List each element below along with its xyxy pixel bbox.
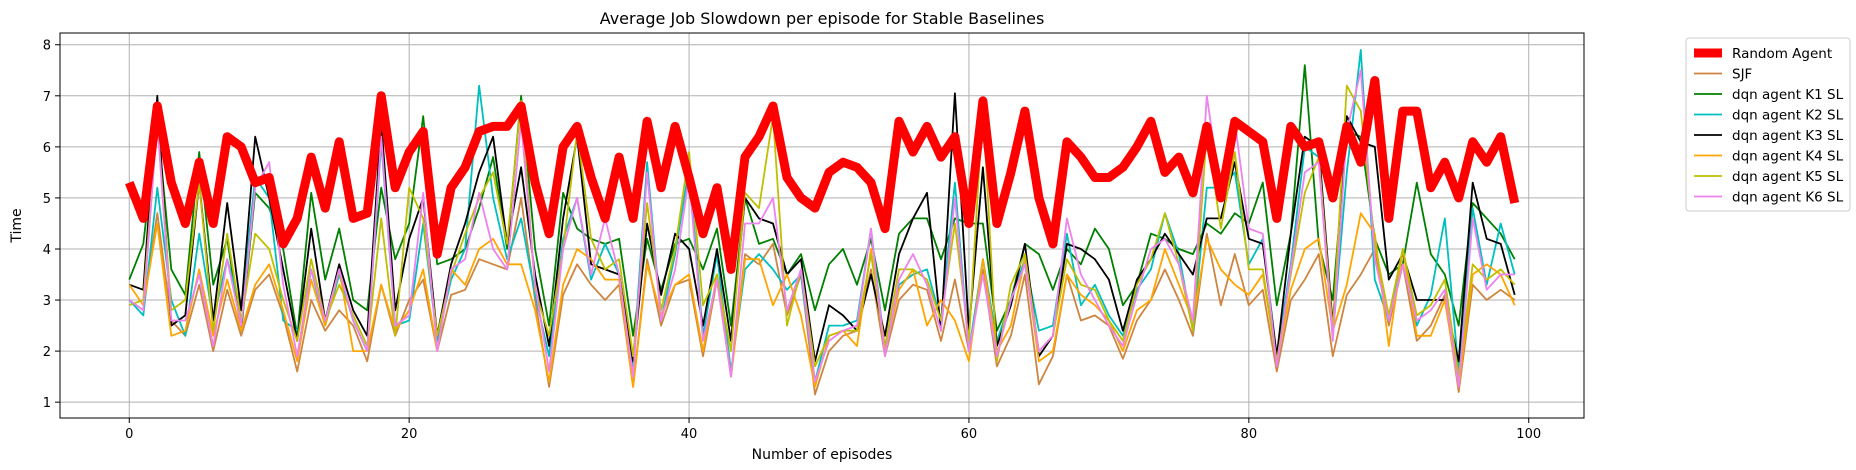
legend-label: dqn agent K3 SL [1732, 128, 1844, 144]
series-line-sjf [128, 196, 1516, 396]
legend-label: dqn agent K1 SL [1732, 87, 1844, 103]
x-axis-title: Number of episodes [752, 447, 893, 463]
legend-label: dqn agent K2 SL [1732, 108, 1844, 124]
legend-label: Random Agent [1732, 46, 1832, 62]
y-tick-label: 7 [43, 90, 51, 105]
legend-label: dqn agent K6 SL [1732, 190, 1844, 206]
series-line-dqn-agent-k3-sl [128, 92, 1516, 363]
y-tick-label: 4 [43, 243, 51, 258]
x-tick-label: 0 [125, 427, 133, 442]
legend: Random Agent SJF dqn agent K1 SL dqn agent … [1685, 37, 1851, 212]
x-tick-label: 40 [681, 427, 698, 442]
legend-label: dqn agent K4 SL [1732, 149, 1844, 165]
chart-title: Average Job Slowdown per episode for Sta… [600, 9, 1045, 28]
axis-ticks: 0 20 40 60 80 100 1 2 3 4 5 6 7 8 [43, 39, 1541, 442]
x-tick-label: 60 [961, 427, 978, 442]
plot-frame [59, 32, 1585, 419]
y-tick-label: 5 [43, 192, 51, 207]
series-line-random-agent [125, 76, 1520, 274]
y-tick-label: 2 [43, 345, 51, 360]
series-lines [125, 49, 1520, 396]
legend-frame [1685, 37, 1851, 212]
y-tick-label: 6 [43, 141, 51, 156]
x-tick-label: 20 [401, 427, 418, 442]
series-line-dqn-agent-k1-sl [128, 64, 1516, 337]
x-tick-label: 100 [1516, 427, 1541, 442]
legend-label: SJF [1732, 67, 1752, 83]
x-tick-label: 80 [1241, 427, 1258, 442]
series-line-dqn-agent-k6-sl [128, 69, 1515, 388]
y-tick-label: 8 [43, 39, 51, 54]
y-tick-label: 3 [43, 294, 51, 309]
y-axis-title: Time [9, 208, 25, 243]
y-tick-label: 1 [43, 396, 51, 411]
legend-label: dqn agent K5 SL [1732, 169, 1844, 185]
grid [60, 33, 1584, 418]
